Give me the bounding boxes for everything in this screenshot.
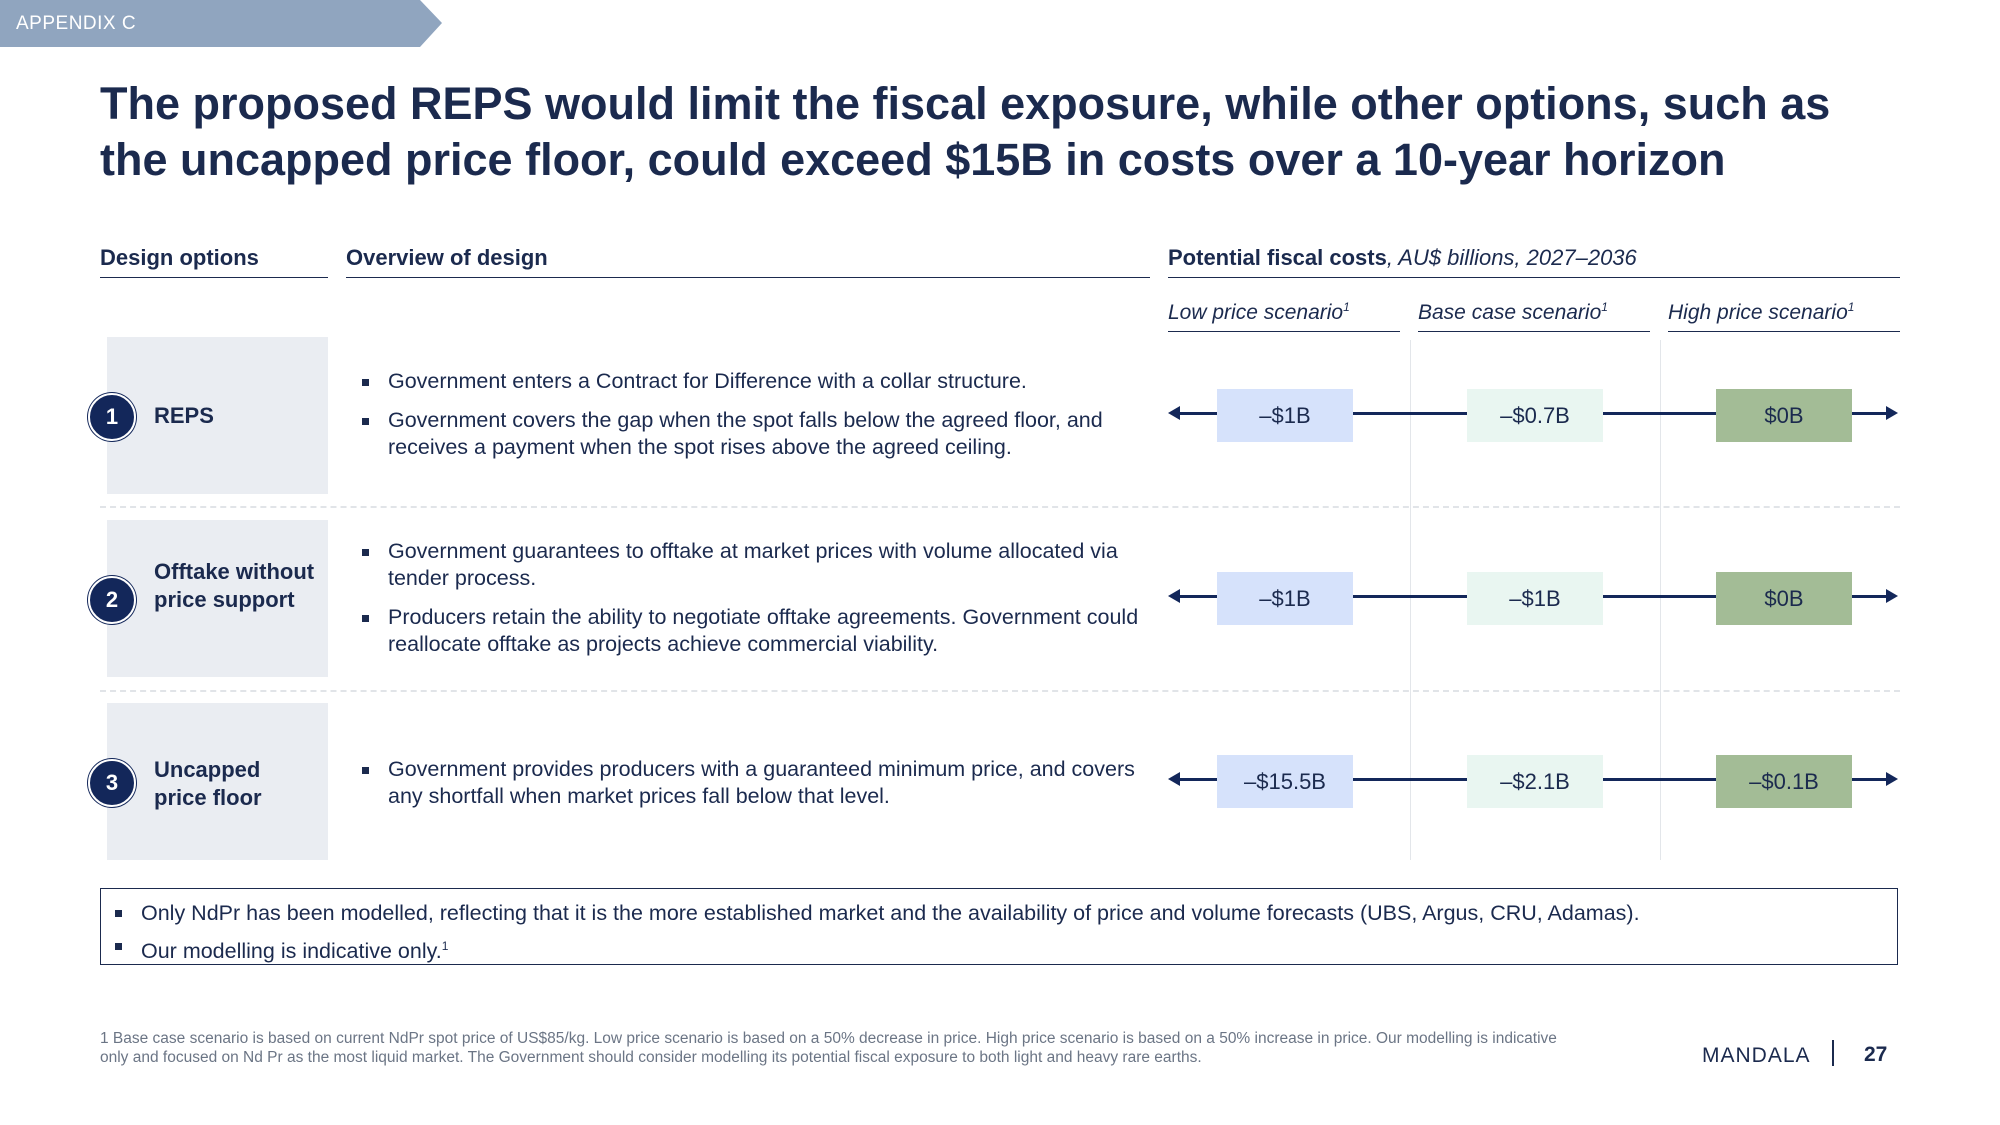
cost-high-offtake: $0B [1716,572,1852,625]
note-footnote-ref: 1 [441,939,449,953]
arrow-right-icon [1886,406,1898,420]
appendix-tag-label: APPENDIX C [16,13,137,34]
scenario-high-label: High price scenario [1668,301,1848,324]
option-label-reps: REPS [154,403,214,428]
scenario-low-rule [1168,331,1400,332]
note-text: Only NdPr has been modelled, reflecting … [141,901,1640,925]
cost-base-uncapped: –$2.1B [1467,755,1603,808]
note-item: Only NdPr has been modelled, reflecting … [113,897,1640,930]
notes-list: Only NdPr has been modelled, reflecting … [113,897,1640,968]
scenario-high-rule [1668,331,1900,332]
header-rule-costs [1168,277,1900,278]
note-item: Our modelling is indicative only.1 [113,930,1640,968]
cost-high-uncapped: –$0.1B [1716,755,1852,808]
scenario-high-footnote-ref: 1 [1847,300,1855,314]
header-fiscal-costs-bold: Potential fiscal costs [1168,245,1387,270]
option-label-uncapped: Uncapped price floor [154,757,262,810]
option-number-badge: 3 [88,759,136,807]
header-rule-design [100,277,328,278]
scenario-base-rule [1418,331,1650,332]
bullet-item: Government guarantees to offtake at mark… [360,538,1160,592]
option-bullets-uncapped: Government provides producers with a gua… [360,756,1160,822]
cost-low-reps: –$1B [1217,389,1353,442]
cost-high-reps: $0B [1716,389,1852,442]
header-design-options: Design options [100,245,259,270]
option-box-reps [107,337,328,494]
brand-divider [1832,1040,1834,1066]
scenario-base: Base case scenario1 [1418,300,1608,325]
bullet-item: Government provides producers with a gua… [360,756,1160,810]
cost-low-uncapped: –$15.5B [1217,755,1353,808]
bullet-item: Producers retain the ability to negotiat… [360,604,1160,658]
note-text: Our modelling is indicative only. [141,939,442,964]
option-label-offtake: Offtake without price support [154,559,315,612]
scenario-base-footnote-ref: 1 [1601,300,1608,314]
row-separator [100,690,1900,692]
option-bullets-offtake: Government guarantees to offtake at mark… [360,538,1160,670]
option-number-badge: 1 [88,393,136,441]
notes-box: Only NdPr has been modelled, reflecting … [100,888,1898,965]
scenario-high: High price scenario1 [1668,300,1854,325]
scenario-low: Low price scenario1 [1168,300,1350,325]
column-separator [1660,340,1661,860]
scenario-low-footnote-ref: 1 [1343,300,1350,314]
arrow-left-icon [1168,589,1180,603]
arrow-right-icon [1886,772,1898,786]
cost-low-offtake: –$1B [1217,572,1353,625]
footnote: 1 Base case scenario is based on current… [100,1030,1557,1066]
option-bullets-reps: Government enters a Contract for Differe… [360,368,1160,473]
bullet-item: Government covers the gap when the spot … [360,407,1160,461]
option-box-offtake [107,520,328,677]
header-fiscal-costs: Potential fiscal costs, AU$ billions, 20… [1168,245,1637,271]
cost-base-reps: –$0.7B [1467,389,1603,442]
arrow-right-icon [1886,589,1898,603]
arrow-left-icon [1168,772,1180,786]
header-overview: Overview of design [346,245,548,270]
header-rule-overview [346,277,1150,278]
option-box-uncapped [107,703,328,860]
option-number-badge: 2 [88,576,136,624]
page-number: 27 [1864,1043,1888,1066]
cost-base-offtake: –$1B [1467,572,1603,625]
arrow-left-icon [1168,406,1180,420]
appendix-tag: APPENDIX C [0,0,442,47]
header-fiscal-costs-units: , AU$ billions, 2027–2036 [1386,245,1637,270]
page-title: The proposed REPS would limit the fiscal… [100,78,1831,185]
column-separator [1410,340,1411,860]
row-separator [100,506,1900,508]
bullet-item: Government enters a Contract for Differe… [360,368,1160,395]
scenario-base-label: Base case scenario [1418,301,1602,324]
brand-logo: MANDALA [1702,1044,1811,1067]
scenario-low-label: Low price scenario [1168,301,1344,324]
